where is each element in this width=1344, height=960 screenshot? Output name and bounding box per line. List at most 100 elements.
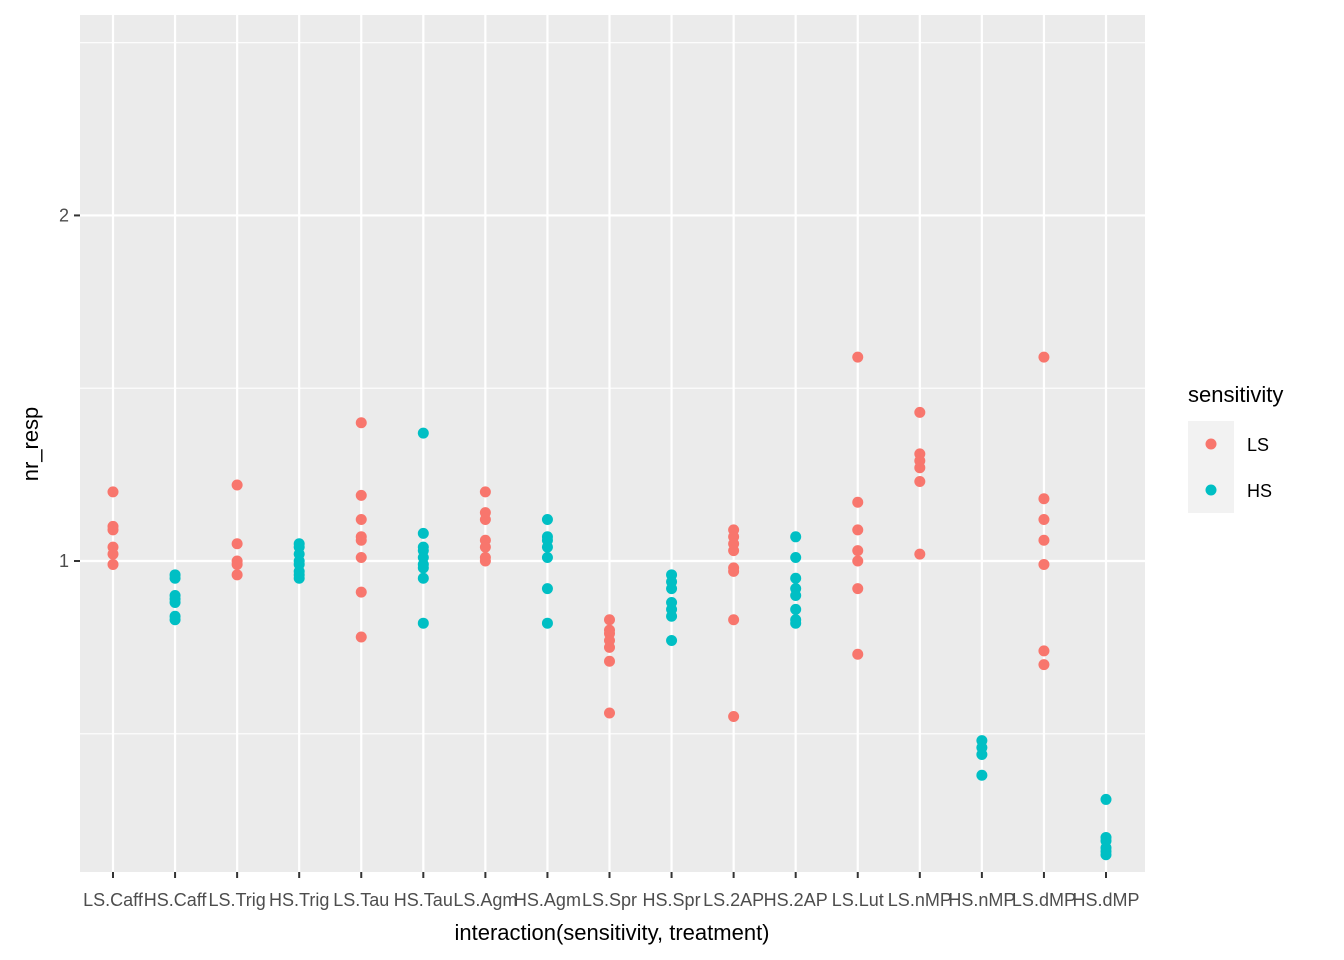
data-point-ls [604, 707, 615, 719]
grid-minor [80, 42, 1145, 735]
x-tick-label: HS.Trig [269, 890, 329, 910]
data-point-ls [914, 548, 926, 560]
data-point-hs [790, 552, 802, 564]
data-point-hs [417, 527, 429, 539]
data-point-ls [1038, 534, 1050, 546]
x-tick-label: LS.Trig [208, 890, 265, 910]
data-point-ls [355, 552, 367, 564]
data-point-ls [479, 486, 491, 498]
data-point-ls [1038, 493, 1050, 505]
x-tick-label: LS.Tau [333, 890, 389, 910]
data-point-ls [107, 548, 119, 560]
data-point-hs [541, 541, 553, 553]
x-tick-label: HS.nMP [948, 890, 1015, 910]
data-point-hs [541, 514, 553, 526]
data-point-ls [1038, 645, 1050, 657]
data-point-ls [1038, 659, 1050, 671]
x-tick-label: LS.Lut [832, 890, 884, 910]
grid-major [80, 15, 1145, 872]
data-point-ls [479, 555, 491, 567]
data-point-ls [107, 486, 119, 498]
data-point-ls [355, 514, 367, 526]
data-point-ls [355, 417, 367, 429]
data-point-hs [666, 583, 678, 595]
x-tick-label: HS.dMP [1072, 890, 1139, 910]
y-axis: 12 [59, 205, 80, 571]
data-point-hs [666, 634, 678, 646]
data-point-ls [604, 641, 615, 653]
data-point-ls [231, 558, 243, 570]
data-point-ls [852, 583, 864, 595]
data-point-hs [417, 562, 429, 574]
data-point-hs [666, 610, 678, 622]
data-point-hs [417, 427, 429, 439]
data-point-ls [852, 496, 864, 508]
data-point-hs [293, 572, 305, 584]
y-tick-label: 2 [59, 205, 69, 225]
legend-title: sensitivity [1188, 382, 1283, 407]
legend-label-hs: HS [1247, 481, 1272, 501]
data-point-ls [355, 631, 367, 643]
data-point-ls [914, 406, 926, 418]
y-axis-title: nr_resp [18, 407, 43, 482]
x-axis: LS.Caff HS.Caff LS.Trig HS.Trig LS.Tau HS.Tau… [83, 872, 1140, 910]
legend-label-ls: LS [1247, 435, 1269, 455]
data-point-ls [107, 520, 119, 532]
data-point-hs [169, 596, 181, 608]
data-point-ls [231, 538, 243, 550]
data-point-ls [728, 710, 740, 722]
data-point-ls [479, 541, 491, 553]
data-point-ls [231, 569, 243, 581]
data-point-hs [1100, 793, 1112, 805]
data-point-ls [604, 655, 615, 667]
data-point-ls [1038, 558, 1050, 570]
data-point-ls [852, 648, 864, 660]
data-point-hs [976, 749, 988, 761]
x-tick-label: HS.2AP [764, 890, 828, 910]
panel-background [80, 15, 1145, 872]
x-tick-label: LS.Agm [453, 890, 517, 910]
data-point-hs [790, 603, 802, 615]
y-tick-label: 1 [59, 551, 69, 571]
data-point-ls [1038, 514, 1050, 526]
data-point-ls [728, 614, 740, 626]
x-tick-label: HS.Caff [144, 890, 208, 910]
data-points [107, 351, 1112, 861]
data-point-ls [355, 534, 367, 546]
data-point-ls [914, 476, 926, 488]
data-point-ls [728, 565, 740, 577]
x-axis-title: interaction(sensitivity, treatment) [454, 920, 769, 945]
data-point-ls [1038, 351, 1050, 363]
x-tick-label: LS.Spr [582, 890, 637, 910]
data-point-ls [852, 524, 864, 536]
x-tick-label: LS.dMP [1012, 890, 1076, 910]
data-point-ls [852, 545, 864, 557]
legend-dot-ls [1205, 438, 1217, 450]
data-point-hs [790, 572, 802, 584]
legend-dot-hs [1205, 484, 1217, 496]
data-point-hs [541, 583, 553, 595]
data-point-hs [790, 531, 802, 543]
data-point-ls [231, 479, 243, 491]
x-tick-label: LS.2AP [703, 890, 764, 910]
data-point-hs [417, 572, 429, 584]
data-point-hs [1100, 849, 1112, 861]
x-tick-label: HS.Agm [514, 890, 581, 910]
legend: sensitivity LS HS [1188, 382, 1283, 513]
data-point-hs [790, 590, 802, 602]
data-point-ls [107, 558, 119, 570]
data-point-ls [914, 462, 926, 474]
data-point-ls [728, 545, 740, 557]
data-point-hs [541, 617, 553, 629]
data-point-hs [169, 614, 181, 626]
data-point-ls [355, 489, 367, 501]
x-tick-label: LS.Caff [83, 890, 144, 910]
data-point-hs [541, 552, 553, 564]
data-point-hs [417, 617, 429, 629]
data-point-ls [852, 555, 864, 567]
data-point-hs [790, 617, 802, 629]
x-tick-label: HS.Spr [643, 890, 701, 910]
data-point-ls [355, 586, 367, 598]
data-point-ls [852, 351, 864, 363]
